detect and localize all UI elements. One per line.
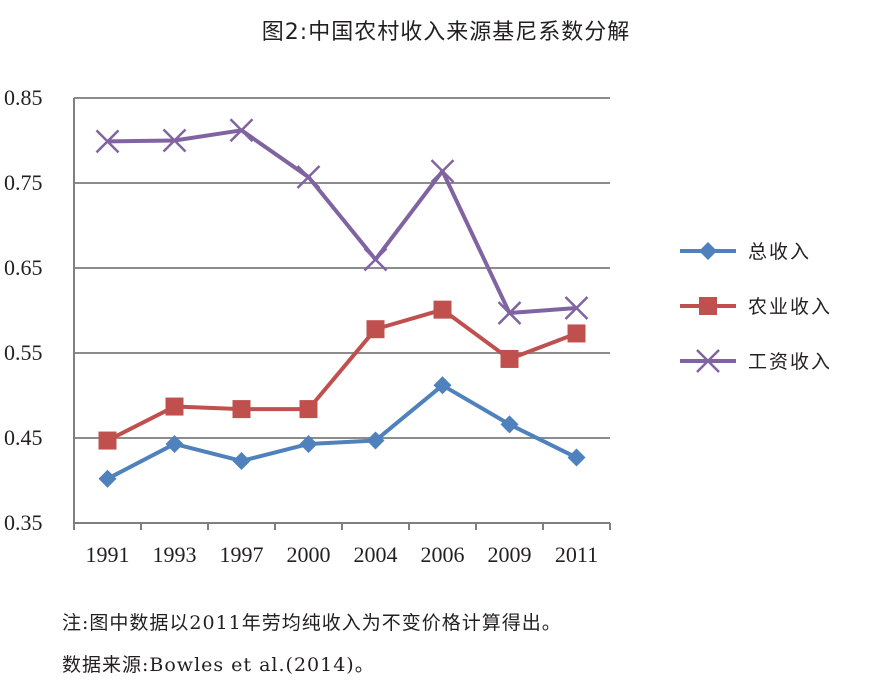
data-point-x	[564, 296, 589, 320]
footnote-source: 数据来源:Bowles et al.(2014)。	[62, 654, 375, 676]
data-point-diamond	[165, 434, 184, 453]
y-tick-label: 0.55	[4, 340, 43, 365]
legend-label: 工资收入	[748, 351, 832, 373]
footnote-note: 注:图中数据以2011年劳均纯收入为不变价格计算得出。	[62, 612, 562, 634]
series-line	[106, 307, 578, 443]
y-tick-label: 0.35	[4, 510, 43, 535]
data-point-x	[296, 165, 321, 189]
legend-marker	[699, 297, 717, 315]
axis-layer	[73, 98, 611, 530]
data-point-x	[363, 247, 388, 272]
x-tick-label: 2011	[555, 542, 598, 567]
legend-label: 农业收入	[748, 296, 832, 318]
series-1	[98, 376, 586, 488]
data-point-square	[366, 320, 385, 339]
series-layer	[95, 118, 589, 488]
chart-title: 图2:中国农村收入来源基尼系数分解	[261, 20, 631, 45]
data-point-square	[500, 349, 519, 368]
series-line	[107, 128, 577, 316]
data-point-diamond	[433, 376, 452, 395]
data-point-square	[165, 397, 184, 416]
data-point-diamond	[500, 415, 519, 434]
data-point-square	[299, 400, 318, 419]
x-tick-label: 2004	[354, 542, 398, 567]
y-tick-label: 0.85	[4, 85, 43, 110]
y-tick-label: 0.45	[4, 425, 43, 450]
data-point-diamond	[299, 434, 318, 453]
legend-marker	[696, 349, 720, 373]
grid-layer	[74, 97, 610, 439]
data-point-x	[162, 128, 187, 153]
data-point-diamond	[98, 469, 117, 488]
data-point-x	[430, 159, 455, 183]
legend-item: 农业收入	[680, 296, 832, 318]
legend-marker	[699, 242, 717, 260]
series-3	[95, 118, 589, 325]
data-point-square	[433, 300, 452, 319]
tick-label-layer: 0.85 0.75 0.65 0.55 0.45 0.35 1991 1993 1997 2000…	[4, 85, 598, 567]
data-point-diamond	[567, 448, 586, 467]
legend-item: 工资收入	[680, 349, 832, 373]
data-point-diamond	[232, 451, 251, 470]
series-line	[106, 383, 578, 481]
data-point-square	[98, 431, 117, 450]
data-point-x	[95, 129, 120, 154]
data-point-x	[497, 301, 522, 325]
data-point-diamond	[366, 431, 385, 450]
legend-item: 总收入	[680, 241, 811, 263]
x-tick-label: 1991	[86, 542, 130, 567]
data-point-square	[232, 400, 251, 419]
x-tick-label: 1993	[153, 542, 197, 567]
x-tick-label: 2009	[488, 542, 532, 567]
x-tick-label: 2006	[421, 542, 465, 567]
y-tick-label: 0.65	[4, 255, 43, 280]
data-point-square	[567, 324, 586, 343]
series-2	[98, 300, 586, 450]
x-tick-label: 2000	[287, 542, 331, 567]
legend-label: 总收入	[748, 241, 811, 263]
data-point-x	[229, 118, 254, 143]
y-tick-label: 0.75	[4, 170, 43, 195]
x-tick-label: 1997	[220, 542, 264, 567]
